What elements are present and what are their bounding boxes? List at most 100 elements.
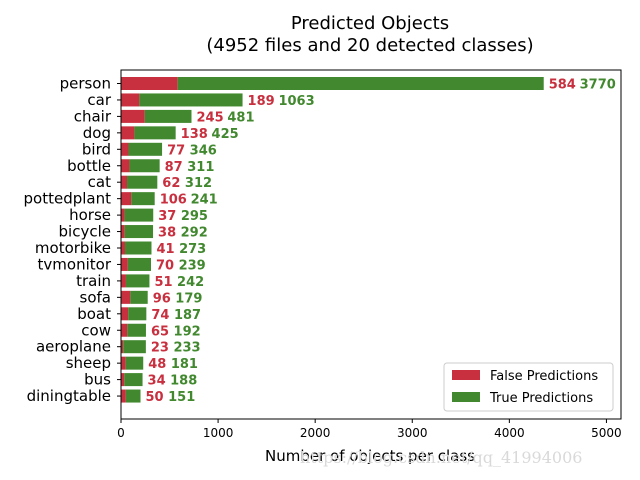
category-label-sofa: sofa bbox=[80, 288, 111, 306]
bar-true-dog bbox=[134, 126, 176, 140]
category-label-pottedplant: pottedplant bbox=[24, 190, 112, 208]
legend: False Predictions True Predictions bbox=[443, 362, 614, 412]
bar-true-sofa bbox=[130, 290, 148, 304]
value-label-false-diningtable: 50 bbox=[146, 390, 164, 405]
value-label-true-train: 242 bbox=[177, 275, 204, 290]
value-label-true-bottle: 311 bbox=[187, 160, 214, 175]
value-label-true-car: 1063 bbox=[278, 94, 314, 109]
value-label-false-sheep: 48 bbox=[148, 357, 166, 372]
bar-true-pottedplant bbox=[131, 192, 155, 206]
bar-true-diningtable bbox=[125, 389, 141, 403]
category-label-boat: boat bbox=[77, 305, 111, 323]
value-label-true-boat: 187 bbox=[174, 308, 201, 323]
value-label-false-dog: 138 bbox=[181, 127, 208, 142]
bar-false-diningtable bbox=[121, 389, 126, 403]
bar-false-tvmonitor bbox=[121, 257, 128, 271]
bar-false-pottedplant bbox=[121, 192, 132, 206]
watermark-text: https://blog.csdn.net/qq_41994006 bbox=[300, 448, 583, 467]
category-label-bicycle: bicycle bbox=[59, 223, 111, 241]
bar-false-chair bbox=[121, 109, 145, 123]
value-label-true-diningtable: 151 bbox=[168, 390, 195, 405]
x-tick-label-3000: 3000 bbox=[397, 426, 428, 440]
value-label-false-sofa: 96 bbox=[153, 291, 171, 306]
value-label-true-sheep: 181 bbox=[171, 357, 198, 372]
bar-false-car bbox=[121, 93, 140, 107]
chart-subtitle: (4952 files and 20 detected classes) bbox=[206, 35, 533, 56]
category-label-car: car bbox=[87, 91, 111, 109]
bar-true-cat bbox=[127, 175, 158, 189]
category-label-diningtable: diningtable bbox=[27, 387, 111, 405]
value-label-true-tvmonitor: 239 bbox=[179, 258, 206, 273]
value-label-false-cow: 65 bbox=[151, 324, 169, 339]
bar-true-aeroplane bbox=[123, 340, 146, 354]
value-label-false-horse: 37 bbox=[158, 209, 176, 224]
value-label-false-bird: 77 bbox=[167, 143, 185, 158]
legend-label-1: True Predictions bbox=[489, 391, 593, 406]
value-label-true-bicycle: 292 bbox=[181, 226, 208, 241]
bar-false-sheep bbox=[121, 356, 126, 370]
category-label-person: person bbox=[60, 75, 111, 93]
bar-true-train bbox=[125, 274, 150, 288]
x-axis-label: Number of objects per class bbox=[265, 447, 475, 465]
bar-true-tvmonitor bbox=[127, 257, 151, 271]
bar-false-person bbox=[121, 77, 178, 90]
bar-true-bus bbox=[124, 373, 143, 387]
x-tick-label-2000: 2000 bbox=[300, 426, 331, 440]
category-label-tvmonitor: tvmonitor bbox=[38, 255, 112, 273]
bar-true-bicycle bbox=[124, 225, 154, 239]
category-label-train: train bbox=[76, 272, 111, 290]
legend-box bbox=[443, 362, 614, 412]
value-label-false-person: 584 bbox=[549, 78, 576, 93]
value-label-false-car: 189 bbox=[248, 94, 275, 109]
value-label-false-cat: 62 bbox=[162, 176, 180, 191]
bar-false-dog bbox=[121, 126, 135, 140]
bar-true-chair bbox=[144, 109, 192, 123]
bar-false-horse bbox=[121, 208, 125, 222]
bar-false-aeroplane bbox=[121, 340, 124, 354]
bar-true-car bbox=[139, 93, 243, 107]
bar-true-cow bbox=[127, 323, 146, 337]
x-tick-label-1000: 1000 bbox=[203, 426, 234, 440]
value-label-false-boat: 74 bbox=[151, 308, 169, 323]
x-tick-label-5000: 5000 bbox=[591, 426, 622, 440]
value-label-true-motorbike: 273 bbox=[179, 242, 206, 257]
x-tick-label-4000: 4000 bbox=[494, 426, 525, 440]
value-label-true-dog: 425 bbox=[212, 127, 239, 142]
chart-title: Predicted Objects bbox=[291, 13, 449, 34]
category-label-aeroplane: aeroplane bbox=[36, 338, 111, 356]
bar-true-sheep bbox=[125, 356, 144, 370]
bar-false-bird bbox=[121, 142, 129, 156]
category-label-bus: bus bbox=[84, 371, 111, 389]
legend-swatch-0 bbox=[452, 370, 480, 380]
bar-false-cat bbox=[121, 175, 128, 189]
value-label-false-chair: 245 bbox=[196, 110, 223, 125]
bar-true-boat bbox=[128, 307, 147, 321]
bar-true-horse bbox=[124, 208, 154, 222]
category-label-horse: horse bbox=[69, 206, 111, 224]
value-label-false-motorbike: 41 bbox=[156, 242, 174, 257]
value-label-true-cow: 192 bbox=[174, 324, 201, 339]
value-label-false-bottle: 87 bbox=[165, 160, 183, 175]
bar-false-bus bbox=[121, 373, 125, 387]
category-label-motorbike: motorbike bbox=[35, 239, 111, 257]
category-label-cat: cat bbox=[88, 173, 111, 191]
category-label-chair: chair bbox=[74, 107, 112, 125]
legend-label-0: False Predictions bbox=[490, 369, 598, 384]
category-label-sheep: sheep bbox=[66, 354, 111, 372]
value-label-true-chair: 481 bbox=[227, 110, 254, 125]
plot-frame bbox=[120, 69, 622, 420]
bar-true-motorbike bbox=[124, 241, 152, 255]
category-label-dog: dog bbox=[83, 124, 111, 142]
value-label-true-person: 3770 bbox=[580, 78, 616, 93]
bar-true-bird bbox=[128, 142, 163, 156]
bar-true-person bbox=[177, 77, 544, 90]
x-tick-label-0: 0 bbox=[117, 426, 125, 440]
value-label-false-bicycle: 38 bbox=[158, 226, 176, 241]
value-label-false-train: 51 bbox=[154, 275, 172, 290]
bar-false-bottle bbox=[121, 159, 130, 173]
bar-false-motorbike bbox=[121, 241, 125, 255]
value-label-true-sofa: 179 bbox=[175, 291, 202, 306]
value-label-true-bus: 188 bbox=[170, 374, 197, 389]
bar-false-bicycle bbox=[121, 225, 125, 239]
